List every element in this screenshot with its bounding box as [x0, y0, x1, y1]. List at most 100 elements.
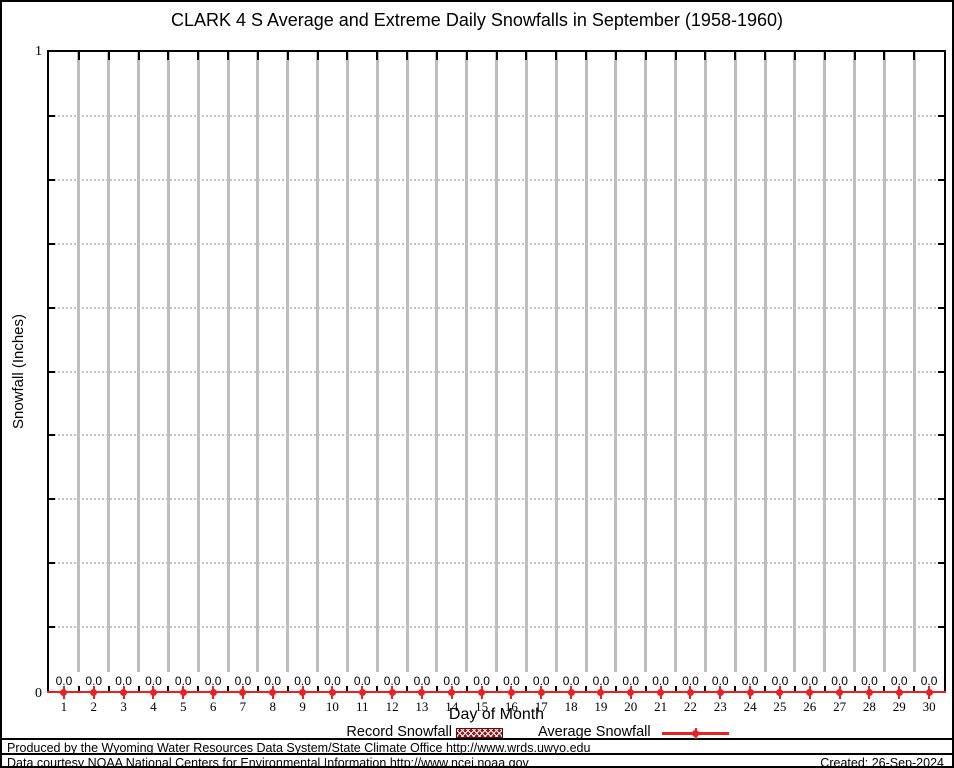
vertical-gridline: [345, 52, 349, 672]
bottom-axis-tick: [495, 686, 498, 691]
average-data-point-marker: [806, 685, 814, 699]
day-tick-label: 29: [892, 699, 906, 714]
right-axis-tick: [938, 178, 944, 181]
vertical-gridline: [107, 52, 111, 672]
bottom-axis-tick: [734, 686, 737, 691]
vertical-gridline: [465, 52, 469, 672]
bottom-axis-tick: [465, 686, 468, 691]
value-label: 0.0: [79, 675, 108, 688]
average-data-point-marker: [149, 685, 157, 699]
left-axis-tick: [49, 370, 55, 373]
footer-divider-top: [2, 738, 952, 740]
right-axis-tick: [938, 562, 944, 565]
day-tick-label: 27: [833, 699, 847, 714]
bottom-axis-tick: [913, 686, 916, 691]
horizontal-gridline: [49, 562, 944, 565]
average-data-point-marker: [179, 685, 187, 699]
right-axis-tick: [938, 114, 944, 117]
average-data-point-marker: [120, 685, 128, 699]
top-axis-tick: [555, 52, 558, 60]
bottom-axis-tick: [614, 686, 617, 691]
right-axis-tick: [938, 434, 944, 437]
value-label: 0.0: [408, 675, 436, 688]
average-snowfall-line: [47, 690, 946, 693]
average-data-point-marker: [686, 685, 694, 699]
left-axis-tick: [49, 498, 55, 501]
value-label: 0.0: [557, 675, 585, 688]
day-tick-label: 12: [385, 699, 399, 714]
footer-data-courtesy: Data courtesy NOAA National Centers for …: [7, 756, 529, 768]
bottom-axis-tick: [107, 686, 110, 691]
average-data-point-marker: [299, 685, 307, 699]
value-label: 0.0: [825, 675, 854, 688]
average-data-point-marker: [209, 685, 217, 699]
top-axis-tick: [525, 52, 528, 60]
day-tick-label: 22: [683, 699, 697, 714]
average-data-point-marker: [836, 685, 844, 699]
average-data-point-marker: [716, 685, 724, 699]
value-label: 0.0: [169, 675, 198, 688]
bottom-axis-tick: [823, 686, 826, 691]
bottom-axis-tick: [883, 686, 886, 691]
average-data-point-marker: [865, 685, 873, 699]
day-tick-label: 10: [325, 699, 339, 714]
value-label: 0.0: [527, 675, 556, 688]
day-tick-label: 5: [180, 699, 187, 714]
horizontal-gridline: [49, 114, 944, 117]
vertical-gridline: [912, 52, 916, 672]
day-tick-label: 13: [415, 699, 429, 714]
left-axis-tick: [49, 562, 55, 565]
day-tick-label: 16: [504, 699, 518, 714]
bottom-axis-tick: [227, 686, 229, 691]
vertical-gridline: [763, 52, 767, 672]
vertical-gridline: [405, 52, 409, 672]
bottom-axis-tick: [316, 686, 319, 691]
left-axis-tick: [49, 626, 55, 629]
horizontal-gridline: [49, 306, 944, 309]
created-date: Created: 26-Sep-2024: [820, 756, 944, 768]
left-axis-tick: [49, 178, 55, 181]
day-tick-label: 19: [594, 699, 608, 714]
value-label: 0.0: [766, 675, 794, 688]
value-label: 0.0: [199, 675, 227, 688]
average-data-point-marker: [328, 685, 336, 699]
top-axis-tick: [823, 52, 826, 60]
average-data-point-marker: [776, 685, 784, 699]
bottom-axis-tick: [286, 686, 289, 691]
value-label: 0.0: [318, 675, 347, 688]
vertical-gridline: [495, 52, 498, 672]
top-axis-tick: [734, 52, 737, 60]
bottom-axis-tick: [346, 686, 349, 691]
vertical-gridline: [793, 52, 797, 672]
top-axis-tick: [137, 52, 140, 60]
average-data-point-marker: [895, 685, 903, 699]
top-axis-tick: [435, 52, 438, 60]
day-tick-label: 23: [713, 699, 727, 714]
bottom-axis-tick: [435, 686, 438, 691]
left-axis-tick: [49, 242, 55, 245]
vertical-gridline: [733, 52, 737, 672]
top-axis-tick: [853, 52, 856, 60]
day-tick-label: 18: [564, 699, 578, 714]
day-tick-label: 1: [60, 699, 68, 714]
y-axis-title: Snowfall (Inches): [2, 50, 36, 693]
value-label: 0.0: [855, 675, 884, 688]
value-label: 0.0: [229, 675, 257, 688]
vertical-gridline: [823, 52, 827, 672]
vertical-gridline: [524, 52, 528, 672]
value-label: 0.0: [497, 675, 526, 688]
day-tick-label: 14: [445, 699, 459, 714]
value-label: 0.0: [467, 675, 496, 688]
average-data-point-marker: [627, 685, 635, 699]
bottom-axis-tick: [555, 686, 558, 691]
value-label: 0.0: [646, 675, 675, 688]
value-label: 0.0: [288, 675, 317, 688]
vertical-gridline: [196, 52, 200, 672]
bottom-axis-tick: [256, 686, 259, 691]
day-tick-label: 21: [654, 699, 668, 714]
day-tick-label: 9: [299, 699, 306, 714]
vertical-gridline: [77, 52, 81, 672]
day-tick-label: 8: [269, 699, 277, 714]
average-data-point-marker: [537, 685, 545, 699]
day-tick-label: 25: [773, 699, 787, 714]
